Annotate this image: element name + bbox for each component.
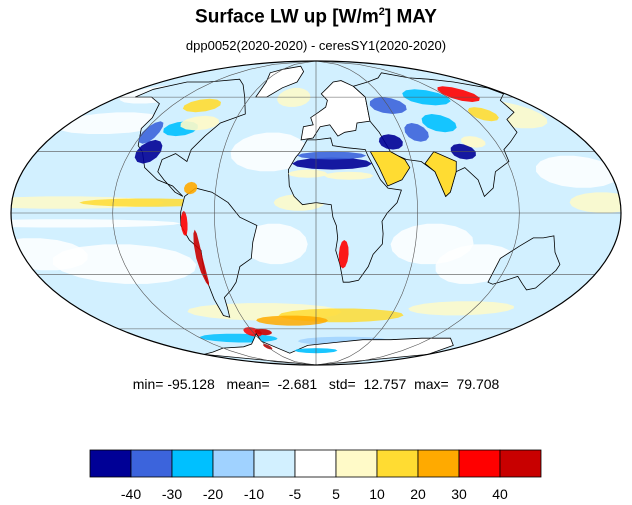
field-patch bbox=[256, 315, 328, 326]
chart-subtitle: dpp0052(2020-2020) - ceresSY1(2020-2020) bbox=[185, 38, 447, 53]
land-anomaly-patch bbox=[461, 136, 486, 148]
graticule bbox=[11, 61, 621, 365]
meridian-line bbox=[315, 61, 520, 365]
continent-europe bbox=[300, 80, 371, 141]
continent-greenland bbox=[254, 65, 305, 98]
colorbar-bin bbox=[499, 449, 542, 478]
colorbar-tick-label: 30 bbox=[451, 486, 467, 502]
land-anomaly-patch bbox=[324, 171, 374, 180]
colorbar-tick-label: -5 bbox=[289, 486, 302, 502]
field-patch bbox=[230, 132, 309, 172]
land-anomaly-patch bbox=[288, 169, 328, 178]
continent-arabia bbox=[369, 151, 411, 187]
land-anomaly-patch bbox=[180, 115, 219, 131]
land-anomaly-patch bbox=[182, 98, 221, 113]
land-anomaly-patch bbox=[467, 107, 499, 122]
colorbar-tick-label: 40 bbox=[492, 486, 508, 502]
statistics-line: min= -95.128 mean= -2.681 std= 12.757 ma… bbox=[132, 376, 500, 392]
colorbar-bin bbox=[335, 449, 378, 478]
land-anomaly-patch bbox=[421, 114, 457, 133]
land-anomaly-patch bbox=[138, 121, 164, 144]
colorbar-bin bbox=[253, 449, 296, 478]
chart-title: Surface LW up [W/m2] MAY bbox=[195, 6, 437, 28]
continent-australia bbox=[487, 235, 561, 291]
world-map bbox=[10, 60, 622, 366]
colorbar-tick-label: -20 bbox=[203, 486, 223, 502]
continents bbox=[134, 65, 561, 365]
field-patch bbox=[54, 112, 167, 134]
continent-india bbox=[424, 151, 457, 198]
colorbar-bin bbox=[376, 449, 419, 478]
land-anomaly-patch bbox=[254, 328, 272, 336]
colorbar-tick-label: -30 bbox=[162, 486, 182, 502]
colorbar-bin bbox=[294, 449, 337, 478]
colorbar-bin bbox=[130, 449, 173, 478]
land-anomaly-patch bbox=[193, 229, 209, 287]
meridian-line bbox=[112, 61, 317, 365]
colorbar-tick-label: -10 bbox=[244, 486, 264, 502]
land-anomaly-patch bbox=[437, 86, 480, 102]
field-patch bbox=[408, 301, 514, 316]
land-anomaly-patch bbox=[292, 157, 373, 170]
field-patch bbox=[241, 223, 308, 265]
land-anomaly-patch bbox=[297, 151, 367, 160]
land-anomaly-patch bbox=[180, 210, 188, 236]
colorbar-bin bbox=[458, 449, 501, 478]
field-patch bbox=[536, 155, 619, 188]
meridian-line bbox=[213, 61, 317, 365]
globe-outline bbox=[10, 60, 622, 366]
colorbar-bin bbox=[212, 449, 255, 478]
field-patch bbox=[11, 219, 181, 228]
colorbar-tick-label: 5 bbox=[332, 486, 340, 502]
colorbar-bin bbox=[89, 449, 132, 478]
meridian-line bbox=[315, 61, 419, 365]
land-anomaly-patch bbox=[338, 240, 349, 269]
land-anomaly-patch bbox=[378, 134, 403, 150]
colorbar-tick-label: 20 bbox=[410, 486, 426, 502]
colorbar-tick-label: -40 bbox=[121, 486, 141, 502]
land-anomaly-patch bbox=[369, 97, 407, 114]
land-anomaly-patch bbox=[344, 213, 372, 247]
colorbar-bin bbox=[171, 449, 214, 478]
land-anomaly-patch bbox=[404, 123, 429, 142]
land-anomaly-patch bbox=[184, 181, 198, 195]
colorbar-tick-label: 10 bbox=[369, 486, 385, 502]
continent-north-america bbox=[134, 78, 246, 197]
colorbar-bin bbox=[417, 449, 460, 478]
